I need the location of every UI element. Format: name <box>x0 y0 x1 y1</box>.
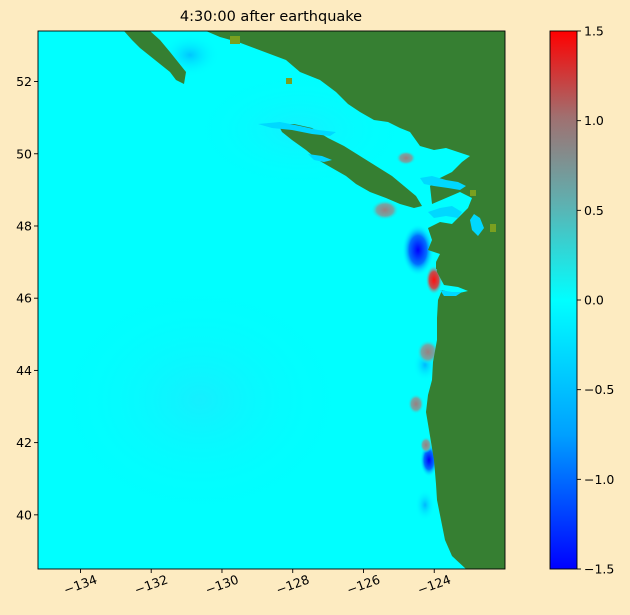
colorbar-tick-label: −1.0 <box>584 472 614 487</box>
y-tick-label: 46 <box>16 291 32 306</box>
land-vancouver-island <box>278 124 422 208</box>
y-tick-label: 40 <box>16 507 32 522</box>
colorbar-tick-label: 1.5 <box>584 24 604 39</box>
trough-coast-south <box>415 489 435 521</box>
inlet-north-fjord <box>258 122 336 136</box>
crest-coast-s2 <box>420 437 432 453</box>
land-haida-gwaii <box>124 31 186 84</box>
colorbar-tick-label: 1.0 <box>584 113 604 128</box>
land-speck <box>286 78 292 84</box>
y-tick-label: 44 <box>16 363 32 378</box>
y-tick-label: 52 <box>16 74 32 89</box>
colorbar-tick-label: −1.5 <box>584 562 614 577</box>
map-plot <box>38 31 505 569</box>
x-tick-label: −128 <box>274 572 311 598</box>
crest-vancouver-is <box>371 200 399 220</box>
colorbar-tick-label: 0.0 <box>584 293 604 308</box>
y-tick-label: 50 <box>16 146 32 161</box>
x-tick-label: −130 <box>203 572 240 598</box>
land-mainland <box>206 31 505 569</box>
land-speck <box>478 306 483 311</box>
y-axis: 40 42 44 46 48 50 52 <box>16 74 38 522</box>
colorbar-axis: −1.5 −1.0 −0.5 0.0 0.5 1.0 1.5 <box>577 24 614 577</box>
inlet-strait-juan-de-fuca <box>428 206 462 218</box>
crest-strait <box>396 151 416 165</box>
inlet-puget <box>470 214 484 236</box>
x-tick-label: −132 <box>132 572 169 598</box>
inlet-columbia <box>440 290 462 296</box>
inlet-north-fjord-2 <box>308 154 332 162</box>
chart-title: 4:30:00 after earthquake <box>180 9 362 25</box>
trough-wa-coast <box>402 224 434 276</box>
colorbar-tick-label: 0.5 <box>584 203 604 218</box>
colorbar-tick-label: −0.5 <box>584 382 614 397</box>
x-tick-label: −134 <box>62 572 99 598</box>
x-tick-label: −124 <box>415 572 452 598</box>
crest-coast-south <box>408 394 424 414</box>
inlet-georgia-strait <box>420 176 466 190</box>
x-axis: −134 −132 −130 −128 −126 −124 <box>62 569 453 597</box>
land-speck <box>436 263 441 269</box>
plot-frame <box>37 30 506 570</box>
y-tick-label: 48 <box>16 218 32 233</box>
land-speck <box>490 224 496 232</box>
land-speck <box>230 36 240 44</box>
colorbar <box>549 30 578 570</box>
crest-oregon <box>417 340 439 364</box>
land-speck <box>470 190 476 196</box>
y-tick-label: 42 <box>16 435 32 450</box>
x-tick-label: −126 <box>345 572 382 598</box>
wave-field-offshore <box>50 280 350 520</box>
